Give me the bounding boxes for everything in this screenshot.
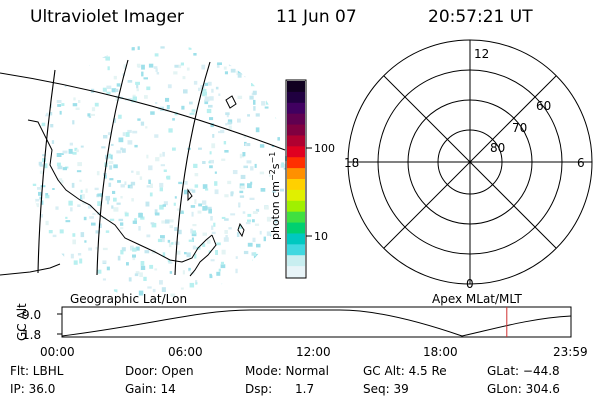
geographic-label: Geographic Lat/Lon xyxy=(70,292,188,306)
mlt-label-0: 0 xyxy=(466,277,474,291)
colorbar-band xyxy=(287,179,305,191)
orbit-frame xyxy=(61,306,572,338)
island-outline xyxy=(187,188,193,202)
latitude-line xyxy=(0,72,286,151)
mlt-label-6: 6 xyxy=(577,156,585,170)
colorbar-band xyxy=(287,244,305,256)
coastline xyxy=(189,234,217,277)
altitude-curve xyxy=(61,309,572,337)
orbit-ymin-label: 1.8 xyxy=(22,328,42,342)
orbit-time-label: 23:59 xyxy=(553,345,588,359)
orbit-panel xyxy=(57,306,572,338)
ip-info: IP: 36.0 xyxy=(10,382,56,396)
uv-emission-dots xyxy=(32,44,288,300)
geographic-panel xyxy=(0,44,288,300)
orbit-time-label: 12:00 xyxy=(296,345,331,359)
gain-info: Gain: 14 xyxy=(125,382,176,396)
gc-alt-info: GC Alt: 4.5 Re xyxy=(363,364,447,378)
colorbar-band xyxy=(287,255,305,267)
colorbar-band xyxy=(287,146,305,158)
colorbar-frame xyxy=(285,79,307,279)
colorbar-band xyxy=(287,91,305,104)
colorbar-tick-label: 100 xyxy=(314,142,335,155)
colorbar-band xyxy=(287,102,305,115)
lat-label-70: 70 xyxy=(512,121,527,135)
polar-diagonal xyxy=(383,75,557,249)
island-outline xyxy=(225,95,237,109)
colorbar-band xyxy=(287,168,305,180)
colorbar-band xyxy=(287,81,305,93)
apex-label: Apex MLat/MLT xyxy=(432,292,522,306)
mlt-label-12: 12 xyxy=(474,47,489,61)
door-info: Door: Open xyxy=(125,364,194,378)
glon-info: GLon: 304.6 xyxy=(487,382,560,396)
colorbar-band xyxy=(287,222,305,234)
time-label: 20:57:21 UT xyxy=(428,7,533,27)
colorbar-tick-label: 10 xyxy=(314,230,328,243)
mlt-label-18: 18 xyxy=(344,156,359,170)
orbit-ymax-label: 9.0 xyxy=(22,308,42,322)
island-outline xyxy=(237,222,245,238)
orbit-time-label: 18:00 xyxy=(423,345,458,359)
orbit-time-label: 00:00 xyxy=(40,345,75,359)
colorbar: 100 10 photon cm−2s−1 xyxy=(268,79,335,279)
lat-label-60: 60 xyxy=(536,99,551,113)
instrument-title: Ultraviolet Imager xyxy=(30,7,184,27)
colorbar-unit-label: photon cm−2s−1 xyxy=(268,152,282,240)
colorbar-band xyxy=(287,189,305,202)
meridian-line xyxy=(37,69,56,274)
orbit-time-label: 06:00 xyxy=(168,345,203,359)
meridian-line xyxy=(174,61,211,276)
colorbar-band xyxy=(287,113,305,126)
glat-info: GLat: −44.8 xyxy=(487,364,560,378)
mode-info: Mode: Normal xyxy=(245,364,329,378)
colorbar-band xyxy=(287,124,305,136)
coastline xyxy=(0,263,61,276)
polar-plot xyxy=(347,39,593,285)
meridian-line xyxy=(96,59,129,276)
coastline xyxy=(27,119,213,263)
colorbar-band xyxy=(287,266,305,278)
colorbar-band xyxy=(287,233,305,245)
colorbar-band xyxy=(287,211,305,224)
colorbar-band xyxy=(287,135,305,147)
colorbar-band xyxy=(287,200,305,213)
date-label: 11 Jun 07 xyxy=(276,7,357,27)
colorbar-band xyxy=(287,157,305,169)
seq-info: Seq: 39 xyxy=(363,382,409,396)
lat-label-80: 80 xyxy=(490,141,505,155)
dsp-info: Dsp: 1.7 xyxy=(245,382,315,396)
filter-info: Flt: LBHL xyxy=(10,364,64,378)
